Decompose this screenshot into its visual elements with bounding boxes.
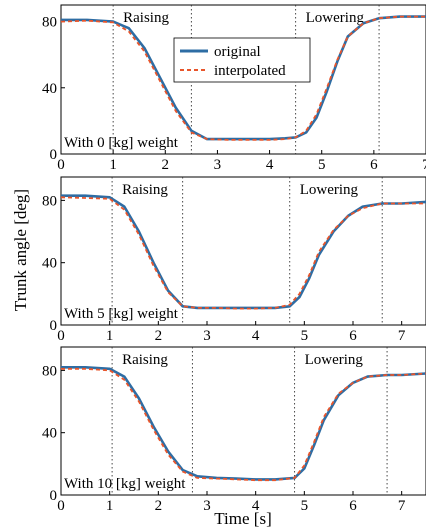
x-tick-label: 6 [349, 498, 357, 514]
weight-annotation: With 5 [kg] weight [64, 306, 179, 322]
x-tick-label: 7 [398, 498, 406, 514]
y-tick-label: 80 [42, 15, 57, 31]
x-tick-label: 5 [301, 498, 309, 514]
panel-3: Raising Lowering 0 1 2 3 4 5 6 7 0 40 80 With 10 [kg]… [42, 346, 426, 514]
x-tick-label: 4 [252, 328, 260, 344]
series-line-interpolated [61, 367, 426, 482]
y-tick-label: 40 [42, 426, 57, 442]
y-tick-label: 80 [42, 193, 57, 209]
phase-label-lowering: Lowering [305, 352, 364, 368]
x-tick-label: 3 [214, 157, 222, 173]
x-tick-label: 4 [252, 498, 260, 514]
x-tick-label: 1 [106, 328, 114, 344]
y-tick-label: 40 [42, 256, 57, 272]
series-line-interpolated [60, 15, 426, 141]
x-tick-label: 7 [398, 328, 406, 344]
x-tick-label: 5 [318, 157, 326, 173]
phase-label-raising: Raising [123, 10, 169, 26]
x-axis-label: Time [s] [214, 509, 271, 528]
y-tick-label: 0 [50, 147, 58, 163]
y-axis-label: Trunk angle [deg] [11, 189, 30, 311]
x-tick-label: 7 [422, 157, 426, 173]
x-tick-label: 4 [266, 157, 274, 173]
series-line-original [61, 194, 426, 310]
phase-label-lowering: Lowering [306, 10, 365, 26]
x-tick-label: 3 [203, 498, 211, 514]
y-tick-label: 0 [50, 488, 58, 504]
x-tick-label: 2 [162, 157, 170, 173]
x-tick-label: 0 [57, 328, 65, 344]
legend-label-interpolated: interpolated [214, 63, 286, 79]
legend: original interpolated [173, 37, 311, 83]
x-tick-label: 1 [106, 498, 114, 514]
phase-label-lowering: Lowering [300, 182, 359, 198]
x-tick-label: 5 [301, 328, 309, 344]
plot-frame [60, 176, 426, 326]
panel-1: Raising Lowering 0 1 2 3 4 5 6 7 0 40 80 With 0 [kg] … [42, 4, 426, 173]
panel-2: Raising Lowering 0 1 2 3 4 5 6 7 0 40 80 With 5 [kg] … [42, 176, 426, 344]
x-tick-label: 6 [349, 328, 357, 344]
y-tick-label: 0 [50, 318, 58, 334]
x-tick-label: 6 [370, 157, 378, 173]
y-tick-label: 80 [42, 363, 57, 379]
legend-box [173, 37, 311, 83]
weight-annotation: With 10 [kg] weight [64, 476, 186, 492]
x-tick-label: 0 [57, 157, 65, 173]
phase-label-raising: Raising [122, 182, 168, 198]
phase-label-raising: Raising [122, 352, 168, 368]
x-tick-label: 1 [109, 157, 117, 173]
plot-frame [60, 4, 426, 155]
x-tick-label: 3 [203, 328, 211, 344]
x-tick-label: 2 [155, 498, 163, 514]
series-line-original [61, 365, 426, 481]
legend-label-original: original [214, 44, 261, 60]
x-tick-label: 2 [155, 328, 163, 344]
x-tick-label: 0 [57, 498, 65, 514]
plot-frame [60, 346, 426, 496]
y-tick-label: 40 [42, 81, 57, 97]
weight-annotation: With 0 [kg] weight [64, 135, 179, 151]
series-line-interpolated [60, 196, 426, 310]
